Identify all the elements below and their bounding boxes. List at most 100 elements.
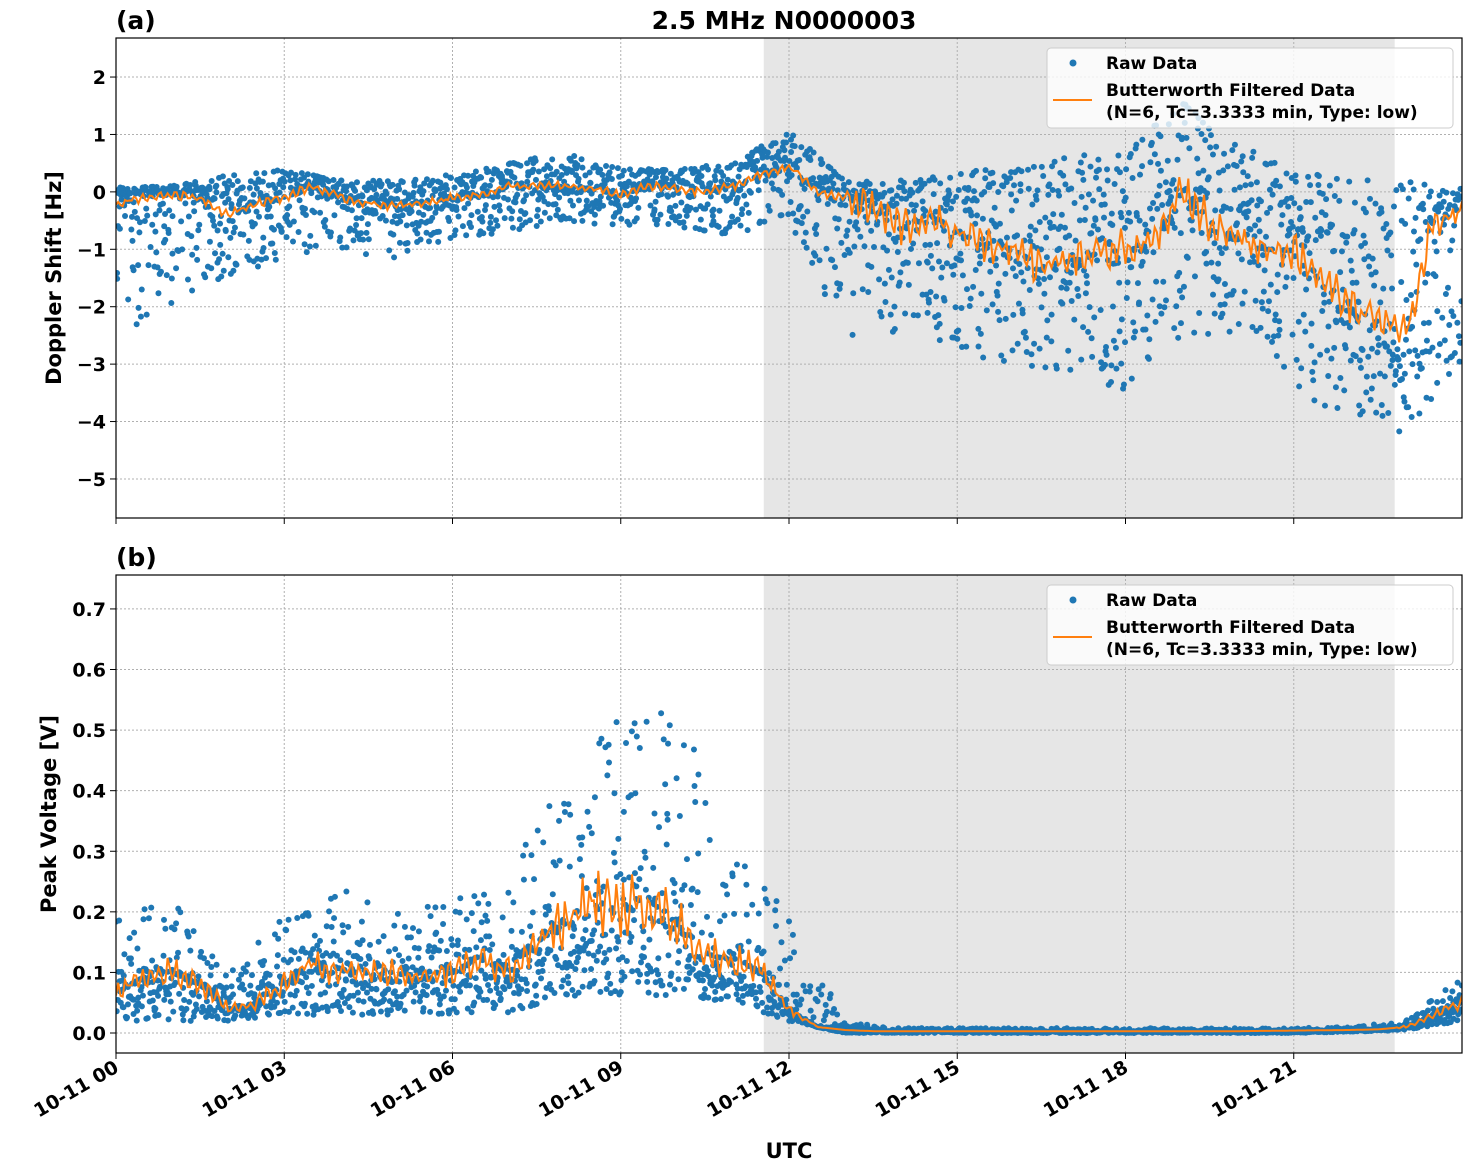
raw-data-point xyxy=(836,285,843,292)
raw-data-point xyxy=(301,241,308,248)
raw-data-point xyxy=(800,213,807,220)
raw-data-point xyxy=(581,967,588,974)
raw-data-point xyxy=(366,955,373,962)
raw-data-point xyxy=(240,231,247,238)
raw-data-point xyxy=(512,199,519,206)
raw-data-point xyxy=(898,195,905,202)
raw-data-point xyxy=(1162,297,1169,304)
raw-data-point xyxy=(216,256,223,263)
raw-data-point xyxy=(169,250,176,257)
raw-data-point xyxy=(844,227,851,234)
raw-data-point xyxy=(401,923,408,930)
raw-data-point xyxy=(1252,297,1259,304)
raw-data-point xyxy=(970,283,977,290)
raw-data-point xyxy=(1015,300,1022,307)
raw-data-point xyxy=(658,710,665,717)
raw-data-point xyxy=(1258,299,1265,306)
raw-data-point xyxy=(579,834,586,841)
raw-data-point xyxy=(1090,197,1097,204)
raw-data-point xyxy=(683,212,690,219)
raw-data-point xyxy=(1306,250,1313,257)
raw-data-point xyxy=(973,212,980,219)
raw-data-point xyxy=(1288,195,1295,202)
raw-data-point xyxy=(1432,273,1439,280)
raw-data-point xyxy=(656,824,663,831)
raw-data-point xyxy=(384,1011,391,1018)
raw-data-point xyxy=(423,176,430,183)
raw-data-point xyxy=(865,288,872,295)
raw-data-point xyxy=(859,286,866,293)
raw-data-point xyxy=(449,942,456,949)
raw-data-point xyxy=(617,988,624,995)
raw-data-point xyxy=(396,186,403,193)
raw-data-point xyxy=(1081,217,1088,224)
raw-data-point xyxy=(846,218,853,225)
raw-data-point xyxy=(665,952,672,959)
raw-data-point xyxy=(600,202,607,209)
raw-data-point xyxy=(556,194,563,201)
raw-data-point xyxy=(1009,347,1016,354)
y-tick-label: −3 xyxy=(77,354,106,376)
raw-data-point xyxy=(267,213,274,220)
raw-data-point xyxy=(131,929,138,936)
raw-data-point xyxy=(1067,269,1074,276)
raw-data-point xyxy=(601,949,608,956)
raw-data-point xyxy=(455,213,462,220)
raw-data-point xyxy=(646,936,653,943)
raw-data-point xyxy=(1144,312,1151,319)
raw-data-point xyxy=(535,168,542,175)
raw-data-point xyxy=(165,1016,172,1023)
raw-data-point xyxy=(662,991,669,998)
raw-data-point xyxy=(1198,130,1205,137)
raw-data-point xyxy=(1052,266,1059,273)
raw-data-point xyxy=(1298,365,1305,372)
raw-data-point xyxy=(305,912,312,919)
raw-data-point xyxy=(1379,412,1386,419)
raw-data-point xyxy=(1150,249,1157,256)
raw-data-point xyxy=(490,194,497,201)
raw-data-point xyxy=(640,928,647,935)
raw-data-point xyxy=(662,923,669,930)
raw-data-point xyxy=(893,200,900,207)
raw-data-point xyxy=(349,1009,356,1016)
raw-data-point xyxy=(290,238,297,245)
raw-data-point xyxy=(1027,238,1034,245)
raw-data-point xyxy=(798,996,805,1003)
raw-data-point xyxy=(1324,229,1331,236)
raw-data-point xyxy=(213,182,220,189)
raw-data-point xyxy=(1152,318,1159,325)
y-tick-label: 1 xyxy=(93,124,106,146)
raw-data-point xyxy=(293,987,300,994)
raw-data-point xyxy=(135,994,142,1001)
raw-data-point xyxy=(152,228,159,235)
raw-data-point xyxy=(1082,290,1089,297)
raw-data-point xyxy=(389,218,396,225)
raw-data-point xyxy=(375,938,382,945)
raw-data-point xyxy=(609,163,616,170)
raw-data-point xyxy=(241,195,248,202)
raw-data-point xyxy=(994,292,1001,299)
raw-data-point xyxy=(540,956,547,963)
raw-data-point xyxy=(259,978,266,985)
raw-data-point xyxy=(415,945,422,952)
raw-data-point xyxy=(1149,296,1156,303)
raw-data-point xyxy=(1455,333,1462,340)
raw-data-point xyxy=(704,913,711,920)
raw-data-point xyxy=(1143,248,1150,255)
raw-data-point xyxy=(478,214,485,221)
raw-data-point xyxy=(358,230,365,237)
raw-data-point xyxy=(272,185,279,192)
raw-data-point xyxy=(851,243,858,250)
raw-data-point xyxy=(353,179,360,186)
raw-data-point xyxy=(1014,232,1021,239)
raw-data-point xyxy=(1042,364,1049,371)
raw-data-point xyxy=(121,951,128,958)
raw-data-point xyxy=(1269,191,1276,198)
raw-data-point xyxy=(1389,351,1396,358)
raw-data-point xyxy=(672,898,679,905)
raw-data-point xyxy=(692,206,699,213)
raw-data-point xyxy=(340,986,347,993)
raw-data-point xyxy=(310,946,317,953)
raw-data-point xyxy=(292,176,299,183)
raw-data-point xyxy=(1116,328,1123,335)
